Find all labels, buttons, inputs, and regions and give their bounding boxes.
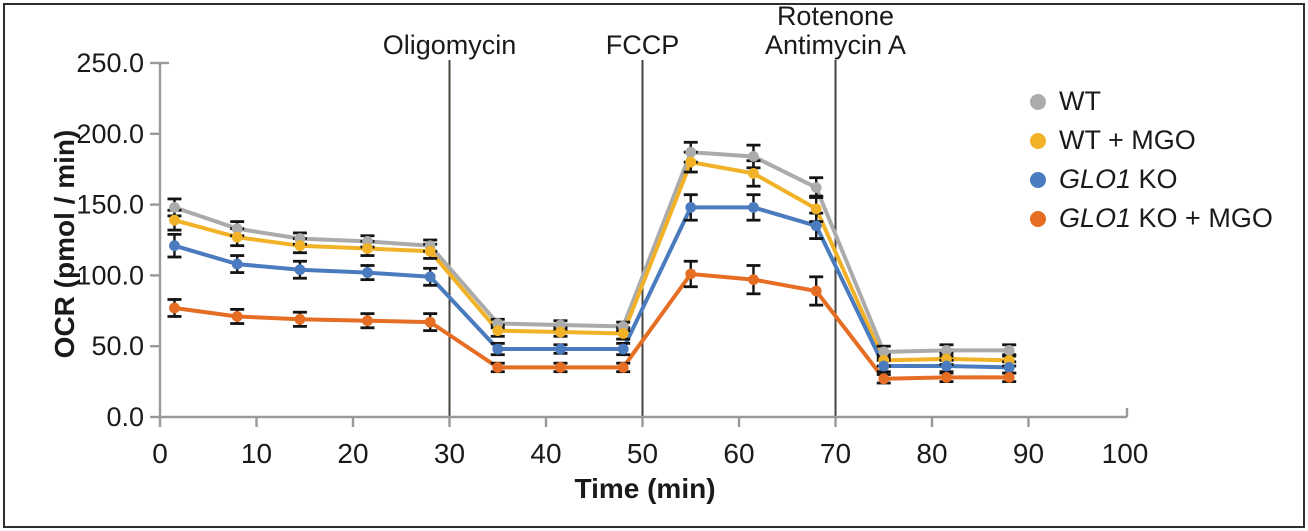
x-axis-title: Time (min) [574,473,716,504]
annotation-rotenone-antimycin-a: Rotenone Antimycin A [764,0,907,60]
legend-item: WT [1030,86,1273,117]
data-point-series-3 [169,240,180,252]
legend-label: WT [1059,86,1101,116]
data-point-series-4 [492,362,504,373]
legend-item: GLO1 KO [1030,164,1273,195]
data-point-series-4 [294,313,306,325]
series-line-2 [172,160,1012,363]
x-tick-label: 50 [627,438,658,469]
data-point-series-1 [685,146,697,158]
data-point-series-4 [231,311,243,322]
series-line-1 [172,150,1012,354]
y-tick-label: 50.0 [91,331,144,361]
data-point-series-1 [748,151,759,162]
data-point-series-3 [424,271,436,283]
data-point-series-4 [810,285,822,297]
legend-label: WT + MGO [1059,125,1196,155]
x-tick-label: 60 [723,438,754,469]
x-tick-label: 10 [241,438,272,469]
legend-marker-icon [1030,171,1046,188]
data-point-series-3 [362,267,373,278]
data-point-series-4 [878,373,890,385]
data-point-series-4 [685,268,697,280]
data-point-series-3 [685,202,697,213]
data-point-series-4 [169,302,180,314]
data-point-series-4 [362,315,373,327]
legend-marker-icon [1030,132,1046,149]
data-point-series-2 [555,326,566,338]
data-point-series-2 [362,243,373,254]
data-point-series-2 [492,325,504,337]
data-point-series-1 [878,346,890,358]
annotation-fccp: FCCP [606,4,680,60]
x-tick-label: 20 [337,438,368,469]
x-tick-label: 100 [1102,438,1149,469]
data-point-series-3 [748,202,759,213]
y-tick-label: 0.0 [106,402,144,432]
data-point-series-4 [555,362,566,373]
y-tick-label: 250.0 [76,48,144,78]
data-point-series-1 [1003,345,1015,356]
data-point-series-3 [941,360,952,372]
x-tick-label: 70 [820,438,851,469]
x-tick-label: 90 [1013,438,1044,469]
annotation-oligomycin: Oligomycin [383,4,517,60]
series-line-3 [172,205,1012,370]
y-tick-label: 100.0 [76,260,144,290]
x-tick-label: 0 [152,438,168,469]
data-point-series-1 [810,182,822,194]
annotation-text: FCCP [605,29,680,60]
y-tick-label: 200.0 [76,119,144,149]
legend-label: GLO1 KO [1059,164,1178,194]
x-tick-label: 80 [916,438,947,469]
legend-label: GLO1 KO + MGO [1059,203,1273,233]
annotation-text: Rotenone [776,0,895,31]
annotation-text: Oligomycin [382,29,517,60]
data-point-series-3 [231,258,243,270]
data-point-series-1 [231,223,243,235]
data-point-series-2 [748,168,759,179]
data-point-series-3 [1003,362,1015,373]
data-point-series-3 [555,343,566,355]
x-tick-label: 40 [530,438,561,469]
data-point-series-4 [1003,371,1015,383]
data-point-series-2 [617,328,629,339]
legend-item: GLO1 KO + MGO [1030,203,1273,234]
data-point-series-4 [748,274,759,286]
data-point-series-3 [617,343,629,355]
y-tick-label: 150.0 [76,190,144,220]
data-point-series-3 [878,360,890,372]
annotation-text: Antimycin A [764,29,907,60]
data-point-series-2 [294,240,306,252]
data-point-series-4 [424,316,436,328]
data-point-series-4 [617,362,629,373]
series-line-4 [172,272,1012,381]
legend-marker-icon [1030,93,1046,110]
legend-marker-icon [1030,210,1046,227]
data-point-series-1 [169,202,180,213]
legend-item: WT + MGO [1030,125,1273,156]
data-point-series-2 [231,231,243,243]
data-point-series-1 [941,345,952,356]
data-point-series-3 [294,264,306,276]
data-point-series-2 [810,203,822,215]
legend: WT WT + MGO GLO1 KO GLO1 KO + MGO [1030,86,1273,234]
data-point-series-2 [169,214,180,226]
data-point-series-3 [810,220,822,232]
x-tick-label: 30 [434,438,465,469]
data-point-series-3 [492,343,504,355]
data-point-series-2 [685,156,697,168]
y-axis-title: OCR (pmol / min) [49,129,80,359]
data-point-series-4 [941,371,952,383]
data-point-series-2 [424,245,436,257]
